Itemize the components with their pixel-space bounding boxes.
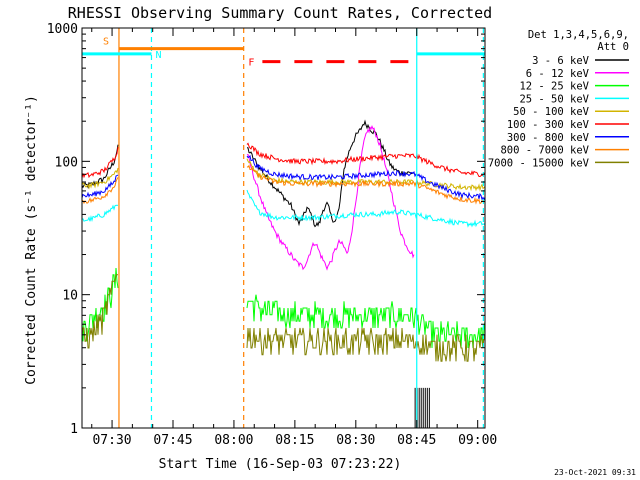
series-line-6	[81, 142, 486, 179]
y-tick-label-2: 10	[62, 289, 78, 304]
axes: 1 10 100 1000 07:30 07:45 08:00 08:15 08:30 08:45…	[47, 22, 498, 448]
x-axis-label: Start Time (16-Sep-03 07:23:22)	[159, 457, 402, 472]
y-tick-label-1: 1	[70, 422, 78, 437]
series-line-5	[81, 158, 486, 192]
legend-entry-label-8: 800 - 7000 keV	[500, 145, 589, 157]
x-tick-label-4: 08:15	[275, 433, 314, 448]
y-tick-label-4: 1000	[47, 22, 78, 37]
legend-header-2: Att 0	[597, 41, 629, 53]
x-tick-label-2: 07:45	[153, 433, 192, 448]
legend-entry-label-5: 50 - 100 keV	[513, 106, 590, 118]
series-line-3	[81, 267, 486, 349]
chart-title: RHESSI Observing Summary Count Rates, Co…	[68, 4, 492, 22]
x-tick-label-5: 08:30	[336, 433, 375, 448]
legend-header-1: Det 1,3,4,5,6,9,	[528, 29, 629, 41]
plot-area: S N F	[81, 28, 486, 428]
legend-entry-label-2: 6 - 12 keV	[526, 68, 590, 80]
footer-timestamp: 23-Oct-2021 09:31	[554, 468, 636, 477]
legend-entry-label-7: 300 - 800 keV	[507, 132, 590, 144]
series-line-7	[81, 154, 486, 201]
legend-entry-label-1: 3 - 6 keV	[532, 55, 590, 67]
x-tick-label-7: 09:00	[458, 433, 497, 448]
annotation-label-4: F	[248, 58, 254, 69]
annotation-label-2: N	[155, 50, 161, 61]
series-line-9	[81, 274, 486, 362]
x-tick-label-1: 07:30	[92, 433, 131, 448]
plot-frame	[81, 27, 486, 429]
legend-entry-label-6: 100 - 300 keV	[507, 119, 590, 131]
x-tick-label-3: 08:00	[214, 433, 253, 448]
legend-entry-label-9: 7000 - 15000 keV	[488, 157, 590, 169]
y-axis-label: Corrected Count Rate (s⁻¹ detector⁻¹)	[24, 95, 39, 385]
annotation-label-1: S	[103, 37, 109, 48]
series-line-2	[246, 125, 415, 271]
y-tick-label-3: 100	[55, 155, 78, 170]
x-tick-label-6: 08:45	[397, 433, 436, 448]
series-line-8	[81, 164, 486, 205]
legend-entry-label-3: 12 - 25 keV	[519, 81, 589, 93]
legend-entry-label-4: 25 - 50 keV	[519, 93, 589, 105]
series-line-4	[81, 189, 486, 228]
